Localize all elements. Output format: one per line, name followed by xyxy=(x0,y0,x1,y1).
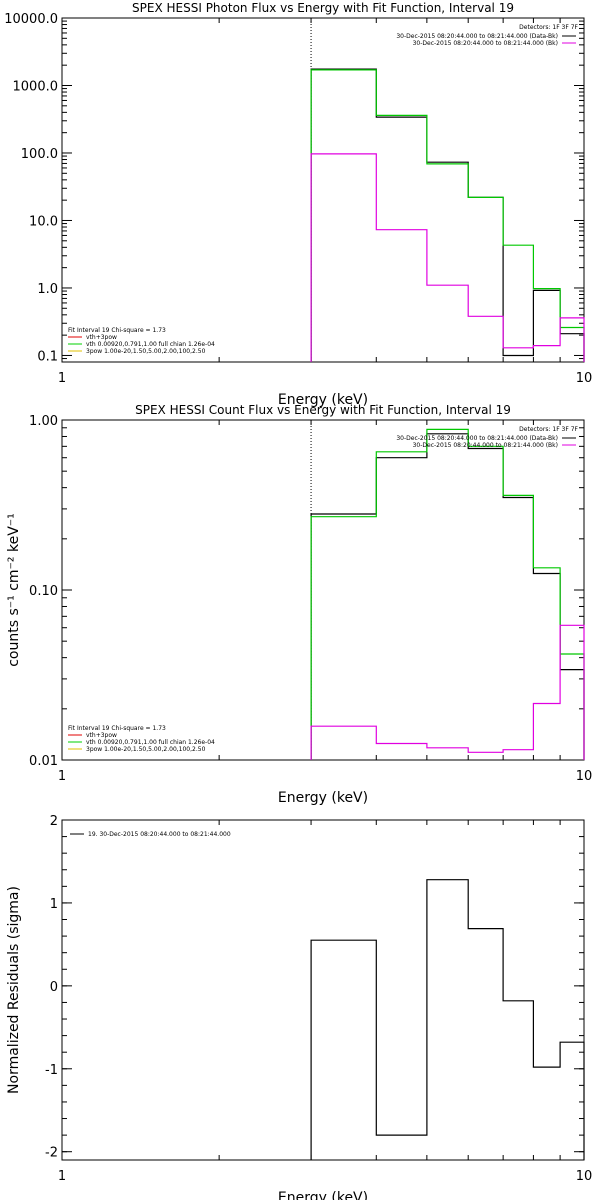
y-tick-label-0: 10.0 xyxy=(29,214,58,229)
legend-entry-1: 30-Dec-2015 08:20:44.000 to 08:21:44.000… xyxy=(396,435,558,442)
series-step-line-0-0 xyxy=(310,68,585,362)
legend-header-0: Detectors: 1F 3F 7F xyxy=(519,24,578,31)
y-tick-label-2: -2 xyxy=(45,1146,58,1161)
series-step-line-2-0 xyxy=(310,879,585,1160)
y-axis-label-2: Normalized Residuals (sigma) xyxy=(6,886,22,1094)
y-tick-label-0: 0.1 xyxy=(37,349,58,364)
series-step-line-1-1 xyxy=(310,428,585,760)
legend-entry-2: 19. 30-Dec-2015 08:20:44.000 to 08:21:44… xyxy=(88,831,231,838)
legend-entry-0: 30-Dec-2015 08:20:44.000 to 08:21:44.000… xyxy=(413,40,558,47)
x-tick-label-2: 1 xyxy=(58,1169,66,1184)
y-tick-label-2: 1 xyxy=(50,897,58,912)
x-axis-label-0: Energy (keV) xyxy=(278,392,368,408)
y-tick-label-1: 1.00 xyxy=(29,414,58,429)
legend-entry-1: 30-Dec-2015 08:20:44.000 to 08:21:44.000… xyxy=(413,442,558,449)
plot-frame-1 xyxy=(61,419,585,761)
x-tick-label-0: 1 xyxy=(58,371,66,386)
fit-legend-entry-0: 3pow 1.00e-20,1.50,5.00,2.00,100,2.50 xyxy=(86,348,206,355)
plot-title-1: SPEX HESSI Count Flux vs Energy with Fit… xyxy=(135,403,511,417)
y-tick-label-0: 1000.0 xyxy=(13,79,59,94)
series-step-line-0-2 xyxy=(310,153,585,362)
fit-legend-header-0: Fit Interval 19 Chi-square = 1.73 xyxy=(68,327,166,334)
fit-legend-entry-1: 3pow 1.00e-20,1.50,5.00,2.00,100,2.50 xyxy=(86,746,206,753)
fit-legend-entry-1: vth 0.00920,0.791,1.00 full chian 1.26e-… xyxy=(86,739,215,746)
x-tick-label-1: 1 xyxy=(58,769,66,784)
y-tick-label-0: 1.0 xyxy=(37,282,58,297)
legend-entry-0: 30-Dec-2015 08:20:44.000 to 08:21:44.000… xyxy=(396,33,558,40)
x-axis-label-1: Energy (keV) xyxy=(278,790,368,806)
plot-title-0: SPEX HESSI Photon Flux vs Energy with Fi… xyxy=(132,1,514,15)
y-tick-label-0: 10000.0 xyxy=(4,12,58,27)
x-axis-label-2: Energy (keV) xyxy=(278,1190,368,1200)
y-tick-label-0: 100.0 xyxy=(21,147,58,162)
x-tick-label-0: 10 xyxy=(576,371,593,386)
y-tick-label-2: -1 xyxy=(45,1063,58,1078)
fit-legend-entry-0: vth 0.00920,0.791,1.00 full chian 1.26e-… xyxy=(86,341,215,348)
plot-frame-0 xyxy=(61,17,585,363)
y-tick-label-1: 0.10 xyxy=(29,584,58,599)
plot-frame-2 xyxy=(61,819,585,1161)
fit-legend-entry-0: vth+3pow xyxy=(86,334,117,341)
series-step-line-1-0 xyxy=(310,433,585,760)
y-tick-label-2: 2 xyxy=(50,814,58,829)
x-tick-label-2: 10 xyxy=(576,1169,593,1184)
y-tick-label-2: 0 xyxy=(50,980,58,995)
series-step-line-1-2 xyxy=(310,624,585,760)
y-axis-label-1: counts s⁻¹ cm⁻² keV⁻¹ xyxy=(6,513,22,667)
fit-legend-entry-1: vth+3pow xyxy=(86,732,117,739)
y-tick-label-1: 0.01 xyxy=(29,754,58,769)
legend-header-1: Detectors: 1F 3F 7F xyxy=(519,426,578,433)
fit-legend-header-1: Fit Interval 19 Chi-square = 1.73 xyxy=(68,725,166,732)
x-tick-label-1: 10 xyxy=(576,769,593,784)
series-step-line-0-1 xyxy=(310,69,585,362)
